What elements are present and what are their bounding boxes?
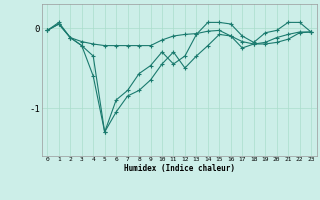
X-axis label: Humidex (Indice chaleur): Humidex (Indice chaleur) [124,164,235,173]
